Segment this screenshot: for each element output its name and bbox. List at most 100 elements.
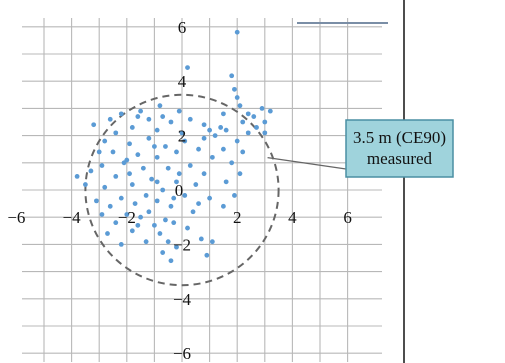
data-point <box>118 195 124 201</box>
data-point <box>168 119 174 125</box>
data-point <box>171 195 177 201</box>
data-point <box>198 236 204 242</box>
y-tick-label: 0 <box>175 181 184 200</box>
ce90-circle-layer <box>84 93 280 287</box>
data-point <box>204 252 210 258</box>
data-point <box>157 103 163 109</box>
data-point <box>113 130 119 136</box>
data-point <box>154 198 160 204</box>
data-point <box>179 130 185 136</box>
data-point <box>118 242 124 247</box>
data-point <box>259 106 265 111</box>
data-point <box>221 146 226 152</box>
data-point <box>152 144 157 149</box>
data-point <box>74 174 80 179</box>
data-point <box>240 119 246 125</box>
data-point <box>99 212 105 217</box>
x-tick-label: 4 <box>288 208 297 227</box>
data-point <box>234 95 240 100</box>
data-point <box>163 144 168 149</box>
data-point <box>201 171 207 177</box>
data-point <box>160 187 166 193</box>
data-point <box>187 163 193 168</box>
data-point <box>124 157 130 163</box>
data-point <box>196 201 201 207</box>
data-point <box>251 114 257 119</box>
data-point <box>129 182 135 187</box>
data-point <box>207 127 213 133</box>
data-point <box>110 149 116 155</box>
data-point <box>229 73 235 79</box>
data-point <box>113 220 119 226</box>
data-point <box>88 168 94 174</box>
y-tick-label: −2 <box>173 235 191 254</box>
data-point <box>209 154 215 160</box>
data-point <box>129 125 135 130</box>
data-point <box>149 176 155 182</box>
data-point <box>127 171 132 177</box>
data-point <box>221 203 226 209</box>
data-point <box>176 108 182 114</box>
data-point <box>135 152 141 158</box>
data-point <box>83 182 88 187</box>
grid <box>22 18 382 362</box>
ce90-circle <box>84 93 280 287</box>
data-point <box>190 209 196 215</box>
data-point <box>154 179 160 185</box>
data-point <box>146 116 152 122</box>
data-point <box>209 239 215 245</box>
data-point <box>245 111 251 117</box>
data-point <box>91 122 97 128</box>
data-point <box>240 149 246 155</box>
data-point <box>105 231 110 236</box>
y-tick-label: 6 <box>178 18 187 37</box>
data-point <box>234 138 240 144</box>
data-point <box>157 231 163 236</box>
data-point <box>212 133 218 139</box>
data-point <box>254 125 259 130</box>
data-point <box>160 114 166 119</box>
callout-box <box>345 119 454 178</box>
data-point <box>135 114 141 119</box>
callout: 3.5 m (CE90) measured <box>267 119 454 178</box>
data-point <box>174 244 179 250</box>
y-tick-label: 4 <box>178 72 187 91</box>
data-point <box>221 111 226 117</box>
callout-line-2: measured <box>367 149 433 168</box>
data-point <box>201 135 207 141</box>
data-points <box>74 29 273 264</box>
data-point <box>262 119 268 125</box>
callout-line-1: 3.5 m (CE90) <box>353 128 446 147</box>
data-point <box>102 184 108 190</box>
data-point <box>129 228 135 234</box>
data-point <box>171 220 177 226</box>
x-tick-label: −6 <box>7 208 25 227</box>
data-point <box>154 154 160 160</box>
data-point <box>223 127 229 133</box>
data-point <box>102 138 108 144</box>
data-point <box>234 29 240 35</box>
data-point <box>146 135 152 141</box>
data-point <box>138 214 144 220</box>
data-point <box>174 179 179 185</box>
data-point <box>196 146 201 152</box>
tick-labels: −6 −4 −2 2 4 6 −6 −4 −2 0 2 4 6 <box>7 18 351 363</box>
x-tick-label: −4 <box>63 208 82 227</box>
data-point <box>232 86 237 92</box>
x-tick-label: 6 <box>343 208 352 227</box>
data-point <box>165 239 171 245</box>
data-point <box>135 222 141 228</box>
data-point <box>94 198 99 204</box>
callout-leader <box>267 157 347 170</box>
data-point <box>138 108 144 114</box>
data-point <box>207 195 213 201</box>
data-point <box>124 212 130 217</box>
data-point <box>201 122 207 128</box>
data-point <box>245 130 251 136</box>
data-point <box>187 116 193 122</box>
data-point <box>154 127 160 133</box>
data-point <box>168 258 174 264</box>
